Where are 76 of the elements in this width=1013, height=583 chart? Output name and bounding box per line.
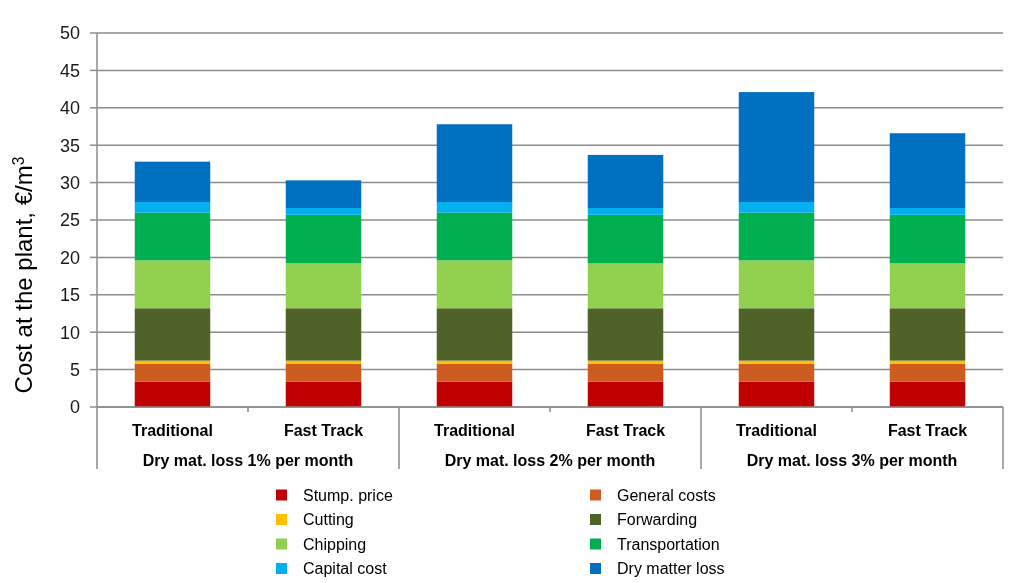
bar [285, 208, 362, 215]
bar [134, 212, 211, 261]
legend-label: Forwarding [617, 511, 698, 529]
bar [285, 363, 362, 382]
bar [587, 208, 664, 215]
bar [889, 360, 966, 364]
legend-label: Stump. price [303, 486, 393, 504]
bar [738, 360, 815, 364]
bar [134, 202, 211, 213]
legend-label: Dry matter loss [617, 560, 725, 578]
bar [285, 381, 362, 407]
bar [436, 212, 513, 261]
bar [587, 214, 664, 264]
bar [436, 260, 513, 309]
bar [134, 260, 211, 309]
bar [587, 263, 664, 309]
y-tick-label: 20 [59, 247, 80, 268]
bar [436, 124, 513, 203]
bar [436, 360, 513, 364]
bar [285, 360, 362, 364]
legend-label: Cutting [303, 511, 354, 529]
bar [436, 202, 513, 213]
bar [285, 263, 362, 309]
bar [738, 212, 815, 261]
bar [134, 381, 211, 407]
bar [134, 161, 211, 203]
x-tick-label: Fast Track [585, 422, 666, 439]
y-tick-label: 5 [69, 359, 80, 380]
bar [587, 381, 664, 407]
bar [587, 363, 664, 382]
bar [587, 308, 664, 361]
bar [889, 381, 966, 407]
y-tick-label: 40 [59, 98, 80, 119]
x-tick-label: Traditional [434, 422, 515, 439]
bar [285, 214, 362, 264]
bar [889, 363, 966, 382]
x-tick-label: Traditional [736, 422, 817, 439]
bar [889, 214, 966, 264]
y-tick-label: 15 [59, 285, 80, 306]
bar [134, 308, 211, 361]
legend-label: Transportation [617, 535, 720, 553]
text: Dry mat. loss 2% per month [444, 452, 656, 469]
legend-label: Capital cost [303, 560, 388, 578]
bar [436, 363, 513, 382]
bar [436, 381, 513, 407]
y-tick-label: 45 [59, 60, 80, 81]
bar [285, 180, 362, 209]
text: Dry mat. loss 1% per month [142, 452, 354, 469]
bar [285, 308, 362, 361]
bar [587, 360, 664, 364]
bar [889, 133, 966, 209]
bar [134, 360, 211, 364]
bar [738, 381, 815, 407]
y-tick-label: 50 [59, 23, 80, 44]
legend-label: Chipping [303, 535, 367, 553]
bar [587, 154, 664, 209]
x-tick-label: Fast Track [283, 422, 364, 439]
bar [738, 92, 815, 203]
text: Dry mat. loss 3% per month [746, 452, 958, 469]
legend-label: General costs [617, 486, 716, 504]
y-tick-label: 35 [59, 135, 80, 156]
y-tick-label: 25 [59, 210, 80, 231]
x-tick-label: Traditional [132, 422, 213, 439]
bar [738, 308, 815, 361]
y-tick-label: 10 [59, 322, 80, 343]
bar [738, 260, 815, 309]
bar [738, 202, 815, 213]
bar [889, 308, 966, 361]
bar [134, 363, 211, 382]
bar [738, 363, 815, 382]
bar [889, 263, 966, 309]
y-tick-label: 30 [59, 172, 80, 193]
y-tick-label: 0 [69, 397, 80, 418]
bar [436, 308, 513, 361]
x-tick-label: Fast Track [887, 422, 968, 439]
bar [889, 208, 966, 215]
